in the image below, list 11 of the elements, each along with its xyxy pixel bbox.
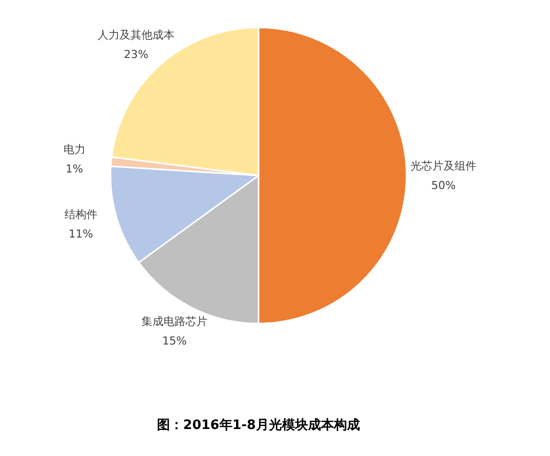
slice-label: 电力: [63, 142, 86, 156]
slice-label: 集成电路芯片: [142, 314, 208, 328]
slice-label: 结构件: [64, 208, 98, 221]
slice-label: 人力及其他成本: [98, 28, 175, 42]
data-label: 1%: [66, 162, 84, 176]
slice-label: 光芯片及组件: [410, 159, 476, 172]
text: 图：2016年1-8月光模块成本构成: [157, 418, 360, 433]
data-label: 11%: [68, 227, 94, 240]
data-label: 50%: [431, 178, 456, 192]
data-label: 15%: [162, 334, 187, 348]
data-label: 23%: [124, 48, 148, 61]
